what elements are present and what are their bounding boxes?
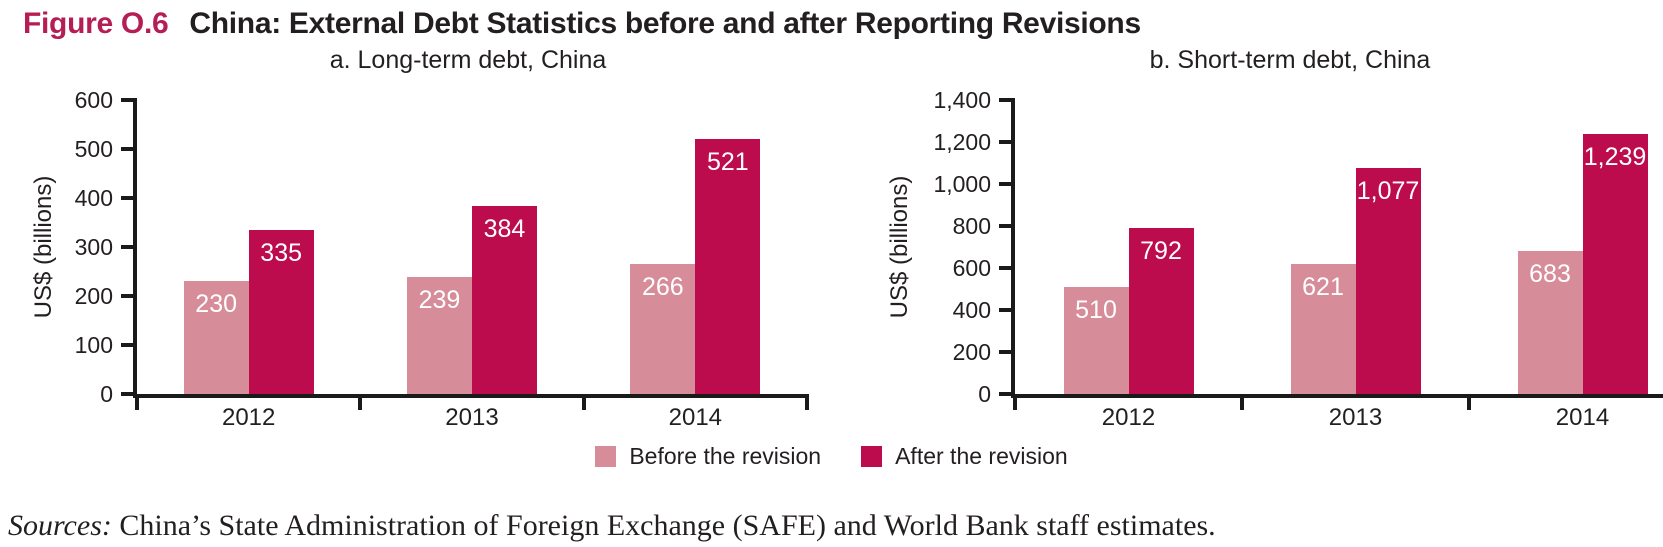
bar-after-2012: 335	[248, 229, 314, 394]
legend-label-before: Before the revision	[629, 443, 822, 469]
bar-group-2012: 510 792	[1015, 100, 1242, 394]
bar-value-label: 266	[641, 272, 684, 301]
bar-before-2014: 683	[1517, 250, 1583, 394]
y-axis-tick-label: 800	[952, 213, 991, 239]
bar-after-2014: 1,239	[1582, 133, 1648, 394]
y-axis-tick	[121, 147, 137, 151]
y-axis-tick-label: 400	[74, 185, 113, 211]
legend: Before the revision After the revision	[0, 443, 1663, 470]
figure-title: China: External Debt Statistics before a…	[189, 7, 1141, 40]
legend-item-after: After the revision	[861, 443, 1068, 470]
legend-label-after: After the revision	[895, 443, 1068, 469]
sources-prefix: Sources:	[8, 509, 112, 542]
y-axis-tick-label: 1,400	[933, 87, 991, 113]
bar-value-label: 230	[195, 290, 238, 319]
y-axis-tick-label: 1,200	[933, 129, 991, 155]
y-axis-tick	[121, 294, 137, 298]
y-axis-tick	[999, 140, 1015, 144]
bar-group-2014: 683 1,239	[1469, 100, 1663, 394]
short-term-debt-chart: 0 200 400 600 800 1,000 1,200 1,400 510 792 2012 62…	[933, 87, 1663, 431]
bar-before-2013: 239	[406, 276, 472, 394]
bar-value-label: 1,077	[1356, 176, 1420, 205]
y-axis-tick	[999, 98, 1015, 102]
bar-group-2014: 266 521	[584, 100, 807, 394]
x-axis-category-label: 2012	[1101, 404, 1156, 431]
sources-note: Sources: China’s State Administration of…	[8, 509, 1216, 543]
bar-before-2013: 621	[1290, 263, 1356, 394]
y-axis-tick	[999, 266, 1015, 270]
panel-a-subtitle: a. Long-term debt, China	[329, 46, 607, 74]
bar-after-2013: 384	[471, 205, 537, 394]
bar-value-label: 239	[418, 285, 461, 314]
x-axis-category-label: 2013	[445, 404, 499, 431]
x-axis-tick	[805, 394, 809, 410]
panel-b-subtitle: b. Short-term debt, China	[1149, 46, 1431, 74]
bar-before-2014: 266	[630, 263, 696, 394]
y-axis-tick	[121, 196, 137, 200]
y-axis-tick	[999, 308, 1015, 312]
legend-item-before: Before the revision	[595, 443, 821, 470]
bar-group-2012: 230 335	[137, 100, 360, 394]
bar-value-label: 792	[1140, 236, 1182, 265]
long-term-debt-chart: 0 100 200 300 400 500 600 230 335 2012 239 384 2013 2…	[75, 87, 809, 431]
y-axis-tick-label: 0	[100, 381, 113, 407]
y-axis-tick	[121, 392, 137, 396]
y-axis-tick-label: 600	[74, 87, 113, 113]
y-axis-tick	[121, 98, 137, 102]
bar-after-2014: 521	[695, 138, 761, 394]
bar-before-2012: 230	[183, 281, 249, 394]
y-axis-tick-label: 600	[952, 255, 991, 281]
y-axis-tick	[999, 224, 1015, 228]
bar-value-label: 621	[1302, 272, 1344, 301]
figure-number-label: Figure O.6	[23, 7, 169, 40]
bar-value-label: 335	[260, 238, 303, 267]
bar-group-2013: 239 384	[360, 100, 583, 394]
y-axis-tick-label: 1,000	[933, 171, 991, 197]
bar-group-2013: 621 1,077	[1242, 100, 1469, 394]
legend-swatch-before-icon	[595, 446, 617, 467]
figure-header: Figure O.6 China: External Debt Statisti…	[23, 7, 1141, 41]
y-axis-tick-label: 500	[74, 136, 113, 162]
x-axis-category-label: 2014	[668, 404, 723, 431]
x-axis-tick	[1013, 394, 1017, 410]
bar-value-label: 384	[483, 214, 526, 243]
y-axis-tick	[121, 245, 137, 249]
y-axis-tick-label: 300	[74, 234, 113, 260]
x-axis-category-label: 2012	[221, 404, 276, 431]
y-axis-tick	[999, 392, 1015, 396]
legend-swatch-after-icon	[861, 446, 883, 467]
x-axis-tick	[135, 394, 139, 410]
y-axis-tick	[121, 343, 137, 347]
y-axis-tick-label: 100	[74, 332, 113, 358]
y-axis-tick	[999, 350, 1015, 354]
y-axis-tick-label: 0	[978, 381, 991, 407]
x-axis-tick	[1467, 394, 1471, 410]
y-axis-tick-label: 200	[952, 339, 991, 365]
x-axis-tick	[1240, 394, 1244, 410]
x-axis-tick	[358, 394, 363, 410]
sources-text: China’s State Administration of Foreign …	[119, 509, 1216, 542]
x-axis-category-label: 2013	[1328, 404, 1383, 431]
bar-value-label: 683	[1529, 259, 1571, 288]
bar-value-label: 521	[706, 147, 749, 176]
bar-after-2013: 1,077	[1355, 167, 1421, 394]
bar-value-label: 510	[1075, 295, 1117, 324]
bar-before-2012: 510	[1063, 286, 1129, 394]
y-axis-tick-label: 200	[74, 283, 113, 309]
bar-value-label: 1,239	[1583, 142, 1647, 171]
x-axis-category-label: 2014	[1555, 404, 1610, 431]
bar-after-2012: 792	[1128, 227, 1194, 394]
y-axis-tick-label: 400	[952, 297, 991, 323]
y-axis-tick	[999, 182, 1015, 186]
x-axis-tick	[581, 394, 586, 410]
